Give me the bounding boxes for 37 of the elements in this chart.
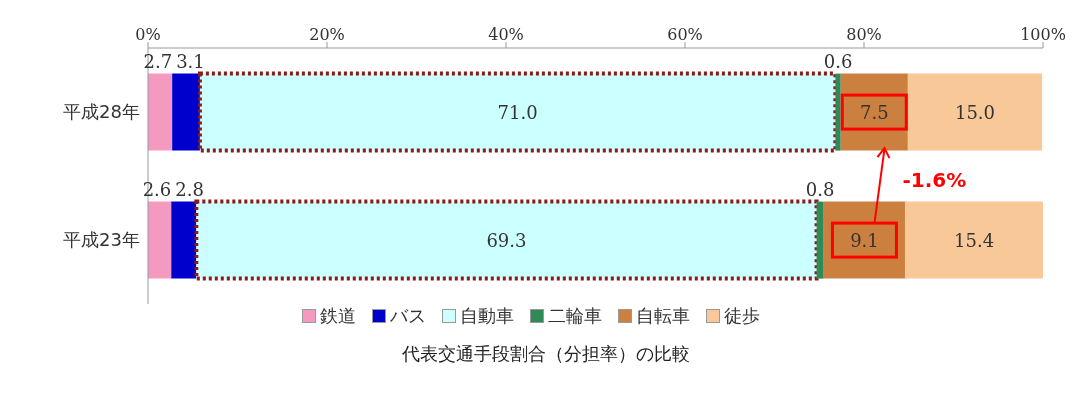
bar <box>816 201 824 279</box>
bar <box>172 73 200 151</box>
data-label: 69.3 <box>486 230 527 252</box>
bar <box>148 73 173 151</box>
legend-label: 自転車 <box>635 304 690 328</box>
data-label: 0.6 <box>823 50 853 72</box>
bar <box>171 201 197 279</box>
x-tick-label: 0% <box>135 25 161 44</box>
data-label: 15.4 <box>954 230 995 252</box>
y-tick-label: 平成23年 <box>63 229 140 251</box>
y-tick-label: 平成28年 <box>63 101 140 123</box>
data-label: 15.0 <box>954 102 996 124</box>
data-label: 2.7 <box>143 50 173 72</box>
data-label: 2.8 <box>175 178 204 200</box>
x-tick-label: 80% <box>846 25 882 44</box>
bar <box>823 201 906 279</box>
bar <box>148 201 172 279</box>
data-label: 0.8 <box>805 178 835 200</box>
data-label: 9.1 <box>850 230 879 252</box>
legend-label: バス <box>389 304 426 328</box>
data-label: 71.0 <box>497 102 538 124</box>
annotation: -1.6% <box>902 168 967 193</box>
x-tick-label: 40% <box>488 25 524 44</box>
legend-label: 鉄道 <box>319 304 356 328</box>
bar <box>907 73 1043 151</box>
legend-label: 二輪車 <box>547 304 602 328</box>
x-tick-label: 20% <box>309 25 345 44</box>
series-label: 自動車 <box>459 304 514 328</box>
data-label: 3.1 <box>176 50 205 72</box>
text: 代表交通手段割合（分担率）の比較 <box>400 342 691 366</box>
legend-label: 徒歩 <box>723 304 760 328</box>
x-tick-label: 60% <box>667 25 703 44</box>
bar <box>835 73 841 151</box>
data-label: 2.6 <box>142 178 172 200</box>
bar <box>905 201 1043 279</box>
x-tick-label: 100% <box>1020 25 1066 44</box>
data-label: 7.5 <box>859 102 889 124</box>
